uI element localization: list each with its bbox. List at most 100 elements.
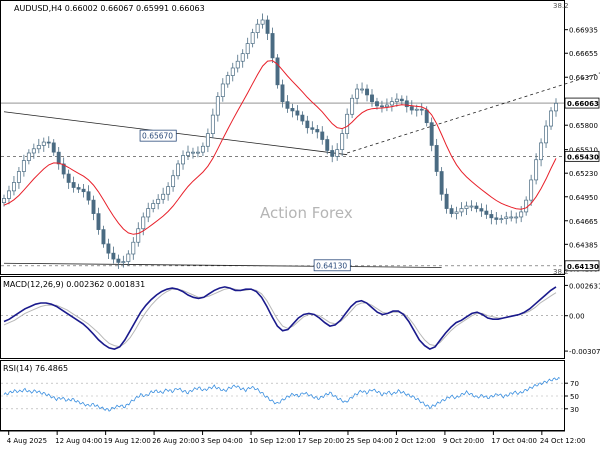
candle-body (389, 101, 394, 106)
candle-body (325, 139, 330, 151)
candle-body (424, 109, 429, 124)
candle-body (250, 32, 255, 44)
candle-body (394, 98, 399, 102)
candle-body (111, 252, 116, 260)
candle-body (230, 67, 235, 76)
candle-body (235, 60, 240, 69)
price-tick-label: 0.64950 (569, 194, 598, 202)
candle-body (26, 152, 31, 161)
macd-tick-label: 0.00 (569, 313, 585, 321)
candle-body (171, 175, 176, 188)
rsi-line (3, 376, 561, 412)
macd-signal-line (3, 287, 557, 348)
candle-body (375, 101, 379, 107)
candle-body (330, 150, 335, 157)
candle-body (509, 216, 514, 219)
candle-body (51, 142, 56, 153)
time-tick-label: 9 Oct 20:00 (443, 437, 484, 445)
macd-panel-frame (0, 276, 565, 359)
candle-body (146, 208, 151, 218)
candle-body (315, 129, 320, 133)
candle-body (414, 108, 419, 111)
candle-body (399, 98, 404, 102)
price-tag-label: 0.64130 (567, 263, 599, 271)
trendline (347, 72, 600, 154)
candle-body (474, 205, 479, 209)
candle-body (459, 208, 464, 213)
rsi-title: RSI(14) 76.4865 (3, 364, 68, 373)
time-tick-label: 2 Oct 12:00 (394, 437, 435, 445)
time-tick-label: 19 Aug 12:00 (104, 437, 151, 445)
candle-body (156, 198, 161, 204)
candle-body (255, 23, 260, 33)
candle-body (379, 105, 384, 108)
candle-body (504, 216, 509, 220)
price-tag-box (564, 150, 600, 162)
macd-title: MACD(12,26,9) 0.002362 0.001831 (3, 280, 145, 289)
candle-body (295, 110, 300, 116)
candle-body (36, 145, 41, 150)
candle-body (16, 171, 21, 183)
time-tick-label: 25 Sep 04:00 (346, 437, 393, 445)
fib-label-bottom: 38.2 (553, 268, 569, 276)
fib-label-top: 38.2 (553, 2, 569, 10)
candle-body (11, 182, 16, 192)
price-tick-label: 0.65510 (569, 147, 598, 155)
candle-body (195, 151, 200, 154)
candle-body (439, 171, 444, 195)
candle-body (305, 120, 310, 129)
watermark: Action Forex (260, 204, 353, 222)
candle-body (76, 187, 81, 190)
candle-body (300, 114, 305, 122)
time-tick-label: 17 Oct 04:00 (491, 437, 537, 445)
candle-body (290, 108, 295, 112)
time-tick-label: 3 Sep 04:00 (201, 437, 243, 445)
time-tick-label: 26 Aug 20:00 (152, 437, 199, 445)
candle-body (91, 199, 96, 214)
candle-body (355, 88, 360, 99)
candle-body (215, 96, 220, 116)
candle-body (409, 106, 414, 111)
candle-body (106, 243, 111, 254)
ema-line (3, 60, 557, 235)
candle-body (335, 149, 340, 157)
candle-body (469, 205, 474, 208)
time-tick-label: 10 Sep 12:00 (249, 437, 296, 445)
candle-body (464, 205, 469, 209)
candle-body (166, 186, 171, 195)
price-tick-label: 0.66935 (569, 27, 598, 35)
candle-body (265, 19, 270, 34)
candle-body (56, 151, 61, 165)
candle-body (429, 122, 434, 146)
candle-body (489, 214, 494, 219)
candle-body (365, 88, 369, 96)
candle-body (444, 193, 449, 209)
candle-body (529, 179, 534, 201)
candle-body (479, 208, 484, 212)
candle-body (280, 84, 285, 102)
candle-body (151, 203, 156, 209)
candle-body (71, 182, 76, 188)
chart-header: AUDUSD,H4 0.66002 0.66067 0.65991 0.6606… (14, 4, 205, 13)
price-annotation-box (313, 259, 351, 272)
candle-body (86, 191, 91, 201)
candle-body (449, 208, 454, 214)
candle-body (514, 216, 519, 219)
candle-body (181, 155, 185, 165)
candle-body (534, 159, 539, 181)
candle-body (141, 216, 146, 230)
price-tag-label: 0.66063 (567, 100, 599, 108)
candle-body (245, 43, 250, 55)
candle-body (370, 94, 374, 102)
time-tick-label: 17 Sep 20:00 (298, 437, 345, 445)
price-tick-label: 0.64385 (569, 241, 598, 249)
candle-body (66, 173, 71, 183)
macd-tick-label: -0.003073 (569, 348, 600, 356)
candle-body (384, 104, 389, 108)
candle-body (310, 127, 315, 130)
candle-body (519, 211, 524, 218)
candle-body (404, 100, 409, 108)
price-panel: 0.669350.666550.663700.660900.658000.655… (1, 13, 600, 273)
candle-body (275, 57, 280, 86)
